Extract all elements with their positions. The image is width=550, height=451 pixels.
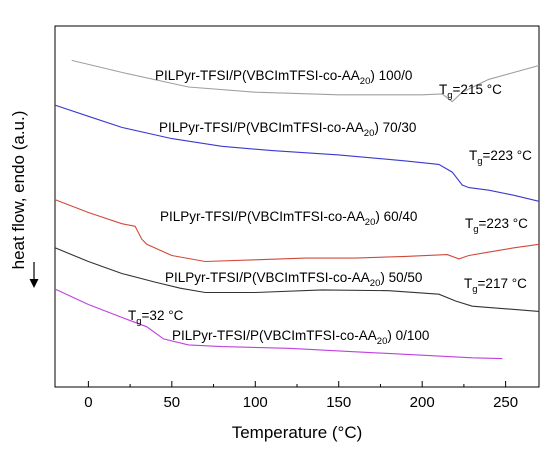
tg-label-2: Tg=223 °C xyxy=(465,216,528,235)
tg-label-1: Tg=223 °C xyxy=(469,148,532,167)
x-tick-label: 150 xyxy=(326,394,351,411)
series-label-4: PILPyr-TFSI/P(VBCImTFSI-co-AA20) 0/100 xyxy=(172,328,429,347)
series-line-2 xyxy=(54,199,540,263)
x-tick-label: 200 xyxy=(410,394,435,411)
series-line-4 xyxy=(54,288,503,360)
x-axis-title: Temperature (°C) xyxy=(232,423,363,442)
series-line-0 xyxy=(71,59,540,103)
annotations: PILPyr-TFSI/P(VBCImTFSI-co-AA20) 100/0 Tg… xyxy=(128,68,532,347)
series-label-1: PILPyr-TFSI/P(VBCImTFSI-co-AA20) 70/30 xyxy=(159,120,416,139)
series-label-0: PILPyr-TFSI/P(VBCImTFSI-co-AA20) 100/0 xyxy=(155,68,412,87)
y-axis-title: heat flow, endo (a.u.) xyxy=(9,111,28,270)
tg-label-0: Tg=215 °C xyxy=(439,82,502,101)
tg-label-4: Tg=32 °C xyxy=(128,308,184,327)
x-tick-label: 100 xyxy=(243,394,268,411)
tg-label-3: Tg=217 °C xyxy=(464,276,527,295)
series-label-3: PILPyr-TFSI/P(VBCImTFSI-co-AA20) 50/50 xyxy=(165,270,422,289)
series-line-3 xyxy=(54,247,540,312)
x-tick-label: 50 xyxy=(163,394,180,411)
series-line-1 xyxy=(54,104,540,202)
x-tick-label: 250 xyxy=(493,394,518,411)
x-axis: 0 50 100 150 200 250 xyxy=(84,381,518,411)
x-tick-label: 0 xyxy=(84,394,92,411)
endo-down-arrow xyxy=(29,262,39,288)
series-label-2: PILPyr-TFSI/P(VBCImTFSI-co-AA20) 60/40 xyxy=(160,209,417,228)
curves xyxy=(54,59,540,360)
